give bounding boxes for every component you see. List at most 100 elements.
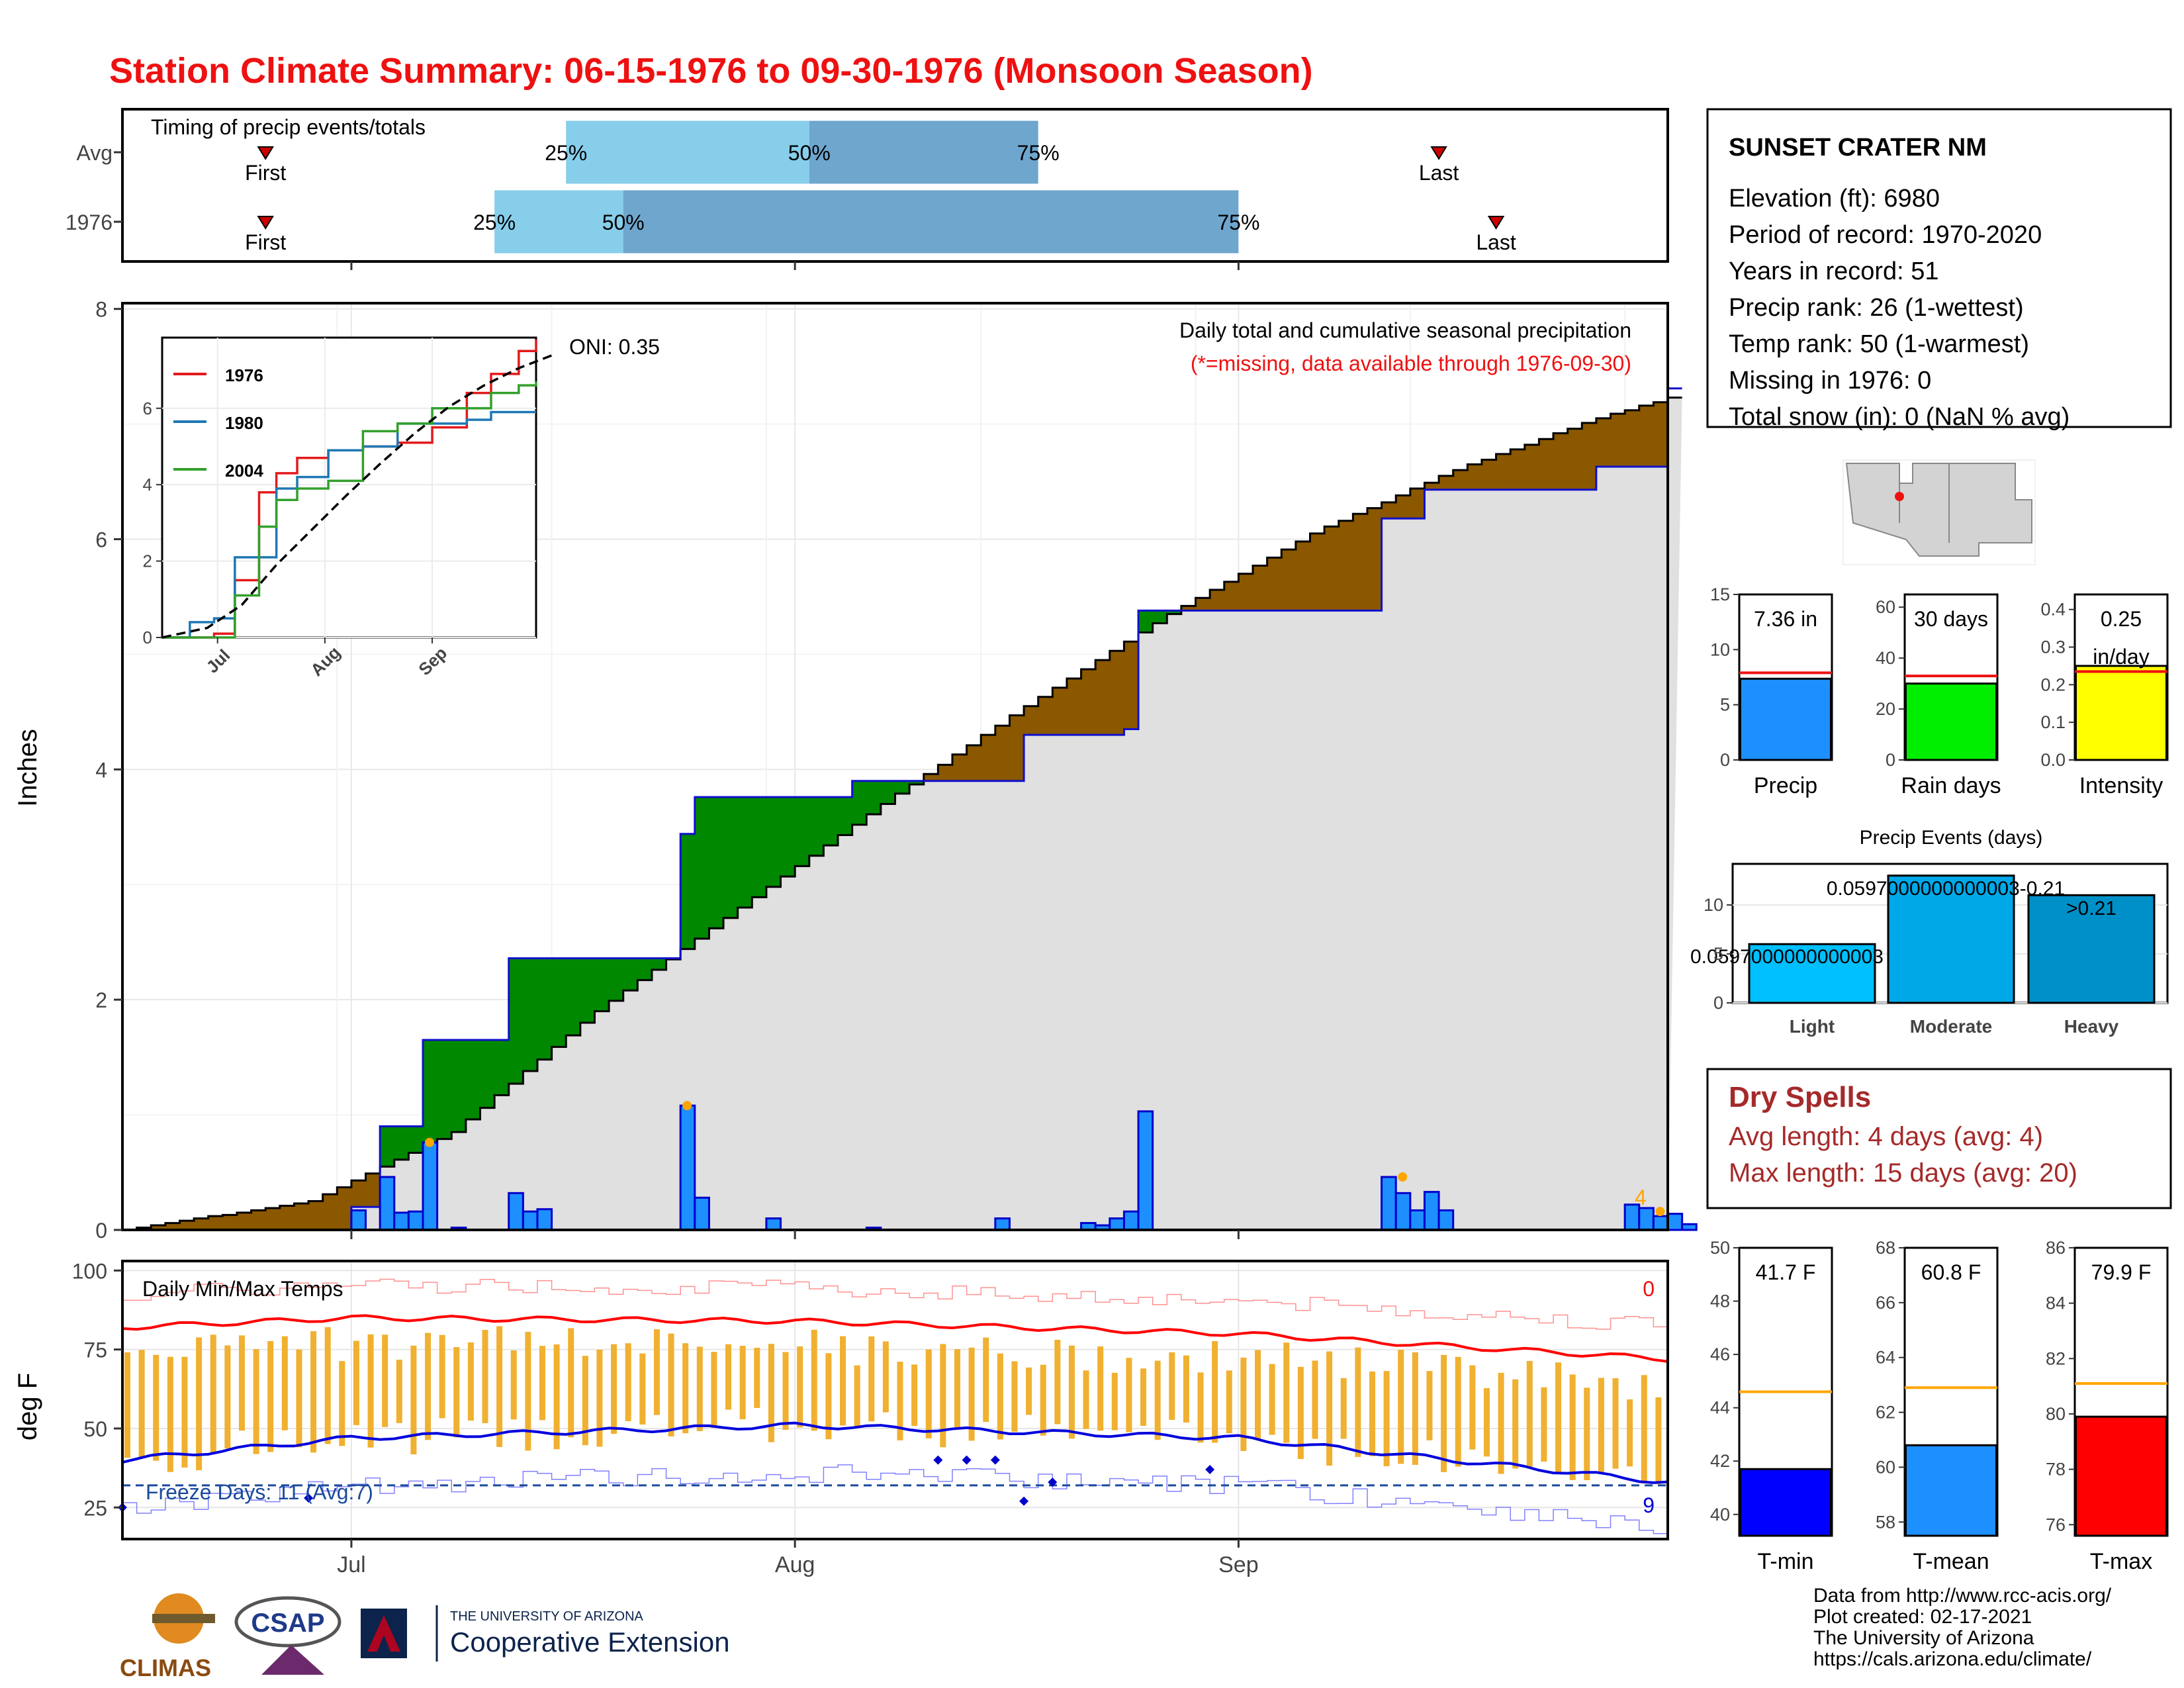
below-average-fill (1381, 502, 1396, 519)
ua-big-text: Cooperative Extension (450, 1626, 730, 1658)
below-average-fill (1610, 413, 1625, 467)
above-average-fill (494, 1040, 510, 1096)
mini-chart-y-tick-label: 5 (1720, 695, 1730, 715)
daily-temp-range-bar (1569, 1374, 1576, 1480)
state-outline (1845, 463, 2032, 557)
freeze-day-marker-icon (962, 1455, 972, 1465)
mini-chart-bar (1739, 677, 1832, 761)
inset-y-tick-label: 0 (143, 628, 152, 647)
above-average-fill (623, 958, 638, 991)
temp-summary-y-tick-label: 86 (2046, 1238, 2066, 1258)
daily-temp-range-bar (1369, 1371, 1375, 1456)
daily-temp-range-bar (696, 1346, 703, 1431)
mini-chart-label: Intensity (2079, 773, 2163, 798)
dry-spells: Dry Spells Avg length: 4 days (avg: 4) M… (1706, 1068, 2172, 1209)
below-average-fill (1253, 565, 1268, 611)
daily-temp-range-bar (1555, 1362, 1562, 1472)
mini-chart-y-tick-label: 0.4 (2040, 600, 2066, 620)
footer-line: https://cals.arizona.edu/climate/ (1813, 1648, 2092, 1670)
temp-summary-y-tick-label: 84 (2046, 1293, 2066, 1313)
timing-marker-label: Last (1476, 230, 1516, 254)
daily-temp-range-bar (425, 1333, 432, 1440)
daily-temp-range-bar (1641, 1375, 1647, 1484)
daily-temp-range-bar (1512, 1379, 1519, 1469)
precip-events-bar (1887, 874, 2015, 1004)
daily-temp-range-bar (410, 1345, 417, 1455)
temp-summary-y-tick-label: 50 (1710, 1238, 1730, 1258)
below-average-fill (1481, 459, 1497, 490)
inset-frame (161, 336, 537, 639)
below-average-fill (1024, 706, 1039, 735)
temp-summary-y-tick-label: 60 (1876, 1457, 1895, 1477)
below-average-fill (322, 1194, 338, 1230)
above-average-fill (609, 958, 624, 1001)
daily-temp-range-bar (897, 1362, 903, 1440)
daily-temp-range-bar (281, 1336, 288, 1430)
daily-temp-range-bar (983, 1337, 989, 1423)
mini-chart-value: 7.36 in (1754, 607, 1817, 631)
below-average-fill (279, 1205, 295, 1230)
daily-temp-range-bar (453, 1347, 460, 1438)
mini-chart-bar (1905, 682, 1997, 761)
precip-events-y-tick-label: 0 (1713, 993, 1723, 1013)
mini-chart-value-unit: in/day (2093, 645, 2149, 669)
daily-temp-range-bar (639, 1353, 646, 1425)
csap-wordmark: CSAP (251, 1609, 324, 1638)
csap-mountain (261, 1645, 324, 1675)
daily-precip-bar (1122, 1210, 1140, 1231)
below-average-fill (1453, 470, 1468, 490)
timing-panel: Avg First Last 25% 50% 75% 1976 First Last 25% 50%… (66, 108, 1669, 270)
daily-temp-range-bar (1183, 1355, 1189, 1423)
temp-y-tick-label: 100 (72, 1259, 107, 1283)
below-average-fill (208, 1216, 223, 1230)
below-average-fill (1009, 715, 1024, 781)
dry-spells-title: Dry Spells (1729, 1081, 1871, 1113)
daily-temp-range-bar (1498, 1372, 1504, 1474)
below-average-fill (165, 1223, 180, 1230)
daily-temp-range-bar (1297, 1366, 1304, 1460)
above-average-fill (465, 1040, 481, 1120)
daily-temp-range-bar (968, 1347, 975, 1441)
daily-temp-range-bar (296, 1349, 302, 1448)
temp-summary-label: T-mean (1913, 1549, 1989, 1574)
footer-line: Data from http://www.rcc-acis.org/ (1813, 1585, 2112, 1607)
daily-temp-range-bar (940, 1344, 946, 1448)
below-average-fill (1052, 687, 1068, 735)
temp-panel-frame (121, 1260, 1669, 1540)
timing-percentile-label: 50% (788, 141, 831, 165)
temp-summary-y-tick-label: 42 (1710, 1451, 1730, 1471)
daily-temp-range-bar (797, 1346, 803, 1428)
mini-chart-y-tick-label: 0 (1720, 750, 1730, 770)
station-info-frame (1706, 108, 2172, 428)
daily-temp-range-bar (153, 1354, 159, 1461)
below-average-fill (1467, 464, 1482, 490)
above-average-fill (480, 1040, 495, 1108)
avg-max-temp-line (122, 1314, 1668, 1363)
above-average-fill (451, 1040, 467, 1133)
below-average-fill (265, 1207, 281, 1230)
max-temp-count: 0 (1643, 1277, 1655, 1301)
below-average-fill (1353, 514, 1368, 611)
below-average-fill (1195, 598, 1210, 611)
timing-percentile-label: 25% (473, 211, 516, 234)
timing-marker-icon (257, 146, 274, 160)
daily-temp-range-bar (1355, 1347, 1361, 1457)
below-average-fill (1524, 444, 1539, 490)
above-average-fill (823, 797, 839, 846)
daily-temp-range-bar (224, 1345, 231, 1449)
below-average-fill (1496, 453, 1511, 490)
csap-logo: CSAP (234, 1596, 341, 1675)
inset-series-line (162, 381, 537, 639)
timing-marker-icon (257, 216, 274, 230)
daily-precip-bar (422, 1141, 439, 1231)
station-info-line: Missing in 1976: 0 (1729, 367, 1931, 395)
below-average-fill (1582, 422, 1597, 490)
temp-summary-y-tick-label: 58 (1876, 1512, 1895, 1532)
above-average-fill (737, 797, 752, 908)
below-average-fill (1281, 549, 1297, 611)
inset-series-line (162, 410, 536, 639)
precip-y-tick-label: 2 (95, 988, 107, 1012)
station-info-line: Elevation (ft): 6980 (1729, 185, 1940, 212)
daily-precip-bar (1409, 1209, 1426, 1231)
temp-x-tick-label: Jul (337, 1552, 365, 1577)
